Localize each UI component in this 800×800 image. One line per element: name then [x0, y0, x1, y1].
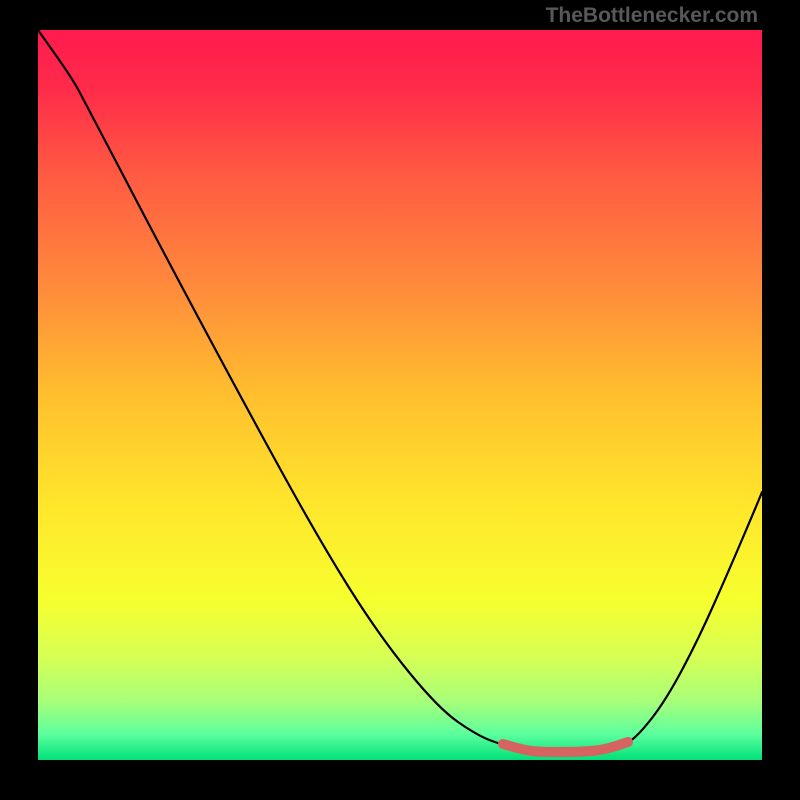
bottleneck-highlight	[503, 742, 628, 752]
plot-area	[38, 30, 762, 760]
curve-layer	[38, 30, 762, 760]
bottleneck-curve	[38, 30, 762, 752]
chart-root: TheBottlenecker.com	[0, 0, 800, 800]
watermark-text: TheBottlenecker.com	[546, 4, 758, 28]
